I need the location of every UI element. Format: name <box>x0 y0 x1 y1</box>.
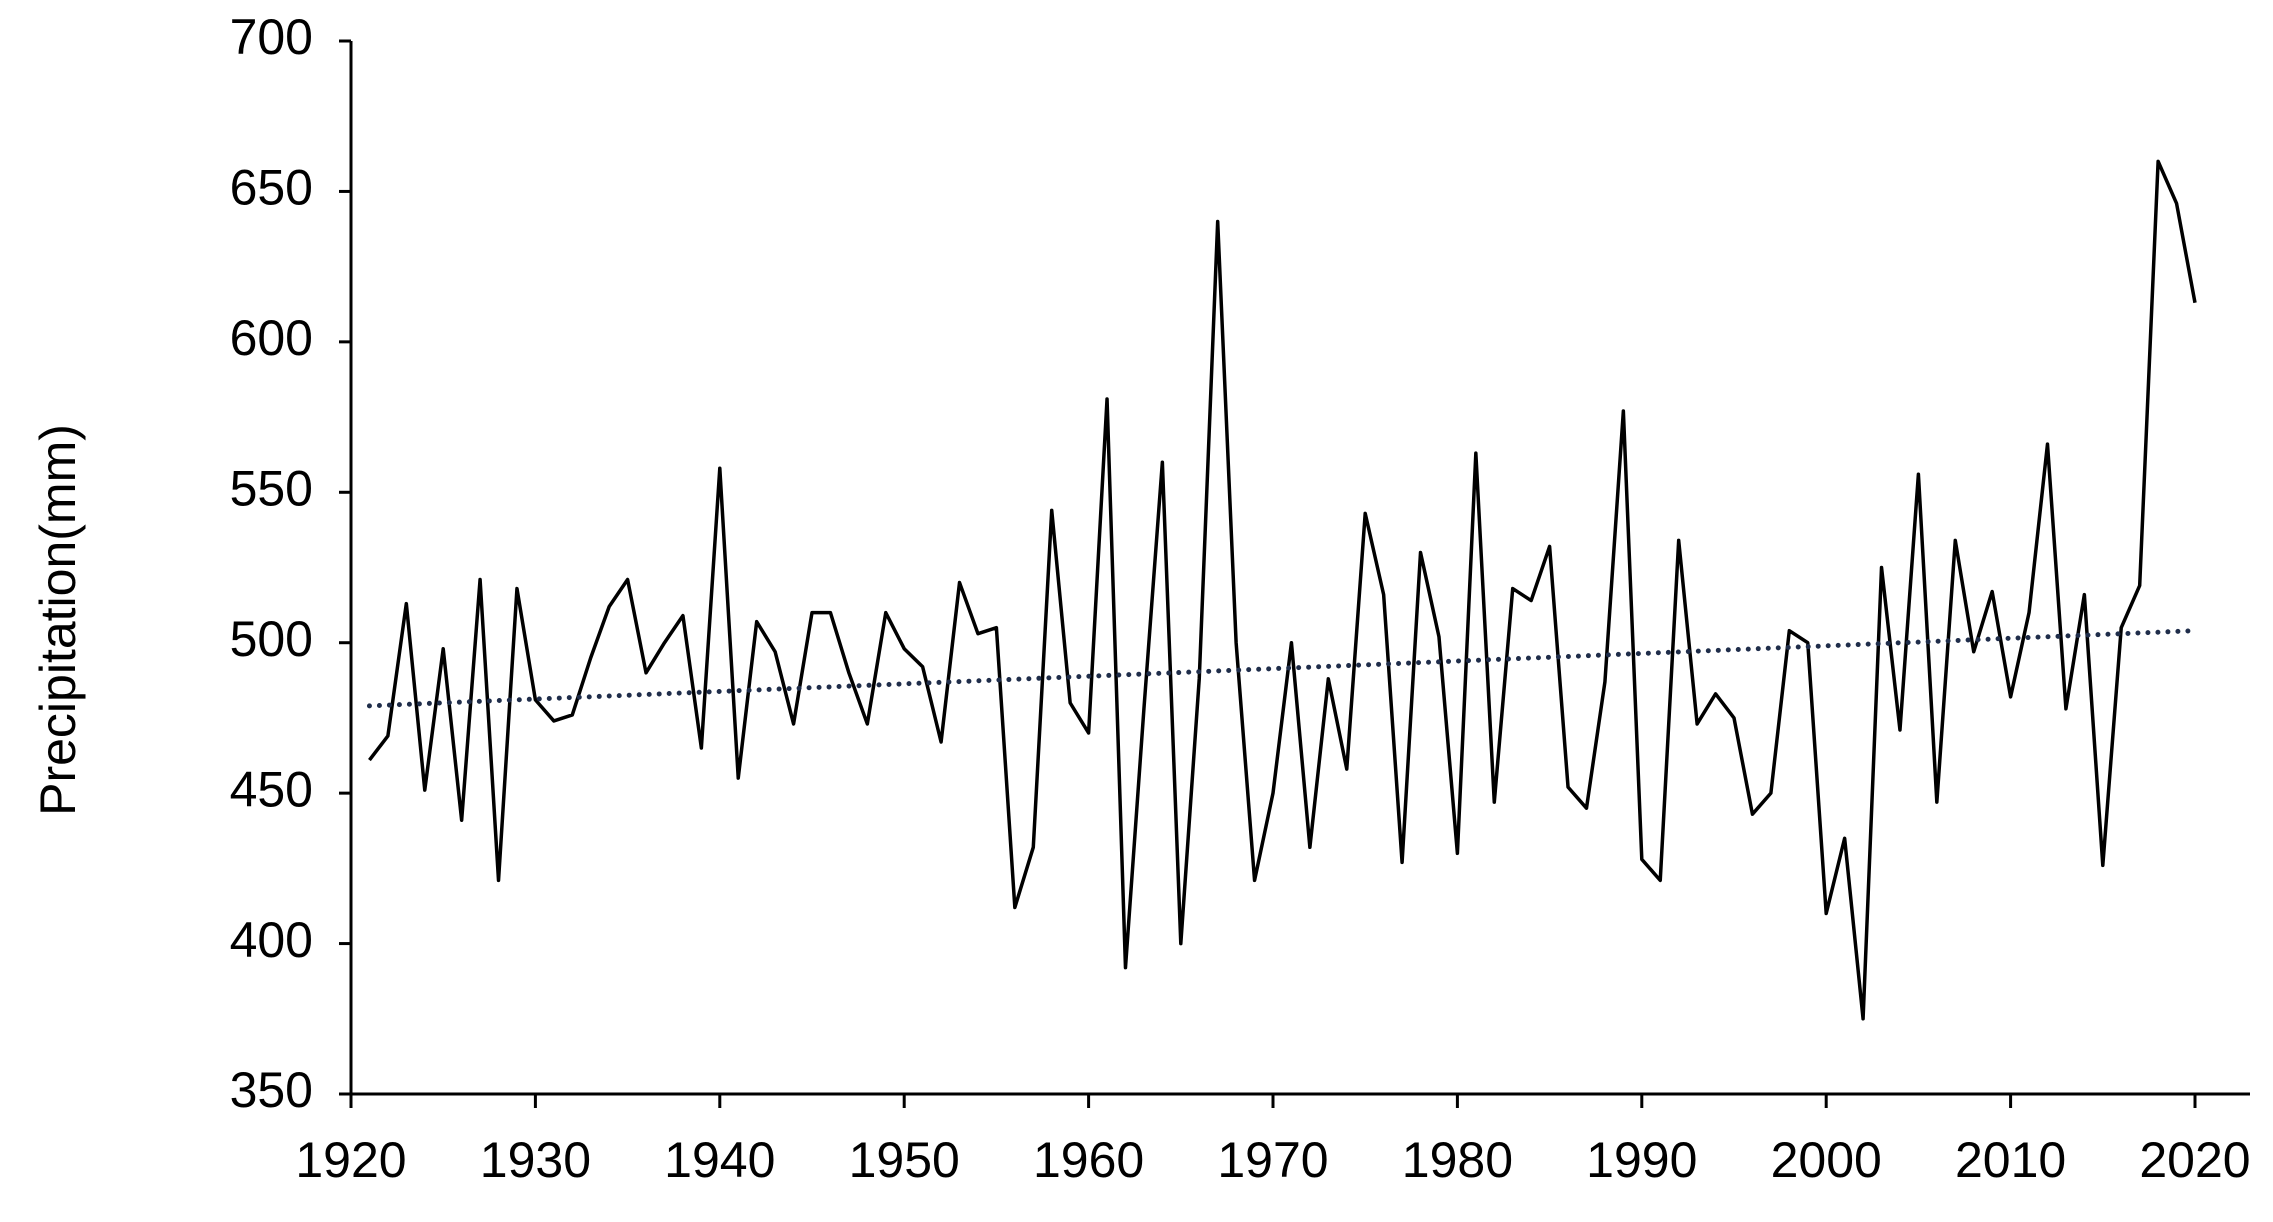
y-tick-label: 650 <box>230 160 313 216</box>
x-tick-label: 1940 <box>664 1132 775 1188</box>
y-tick-label: 500 <box>230 611 313 667</box>
x-tick-label: 1970 <box>1217 1132 1328 1188</box>
y-tick-label: 700 <box>230 9 313 65</box>
trend-line <box>366 628 2198 709</box>
y-tick-label: 450 <box>230 761 313 817</box>
y-tick-label: 550 <box>230 460 313 516</box>
x-tick-label: 2000 <box>1771 1132 1882 1188</box>
x-tick-label: 1960 <box>1033 1132 1144 1188</box>
x-tick-label: 1920 <box>295 1132 406 1188</box>
x-tick-label: 1980 <box>1402 1132 1513 1188</box>
x-tick-label: 1930 <box>480 1132 591 1188</box>
x-tick-label: 1950 <box>849 1132 960 1188</box>
y-axis-label: Precipitation(mm) <box>30 424 86 816</box>
y-tick-label: 400 <box>230 912 313 968</box>
x-tick-label: 2010 <box>1955 1132 2066 1188</box>
y-tick-label: 350 <box>230 1062 313 1118</box>
x-tick-label: 1990 <box>1586 1132 1697 1188</box>
precipitation-line <box>368 159 2197 1021</box>
x-tick-label: 2020 <box>2139 1132 2250 1188</box>
y-tick-label: 600 <box>230 310 313 366</box>
